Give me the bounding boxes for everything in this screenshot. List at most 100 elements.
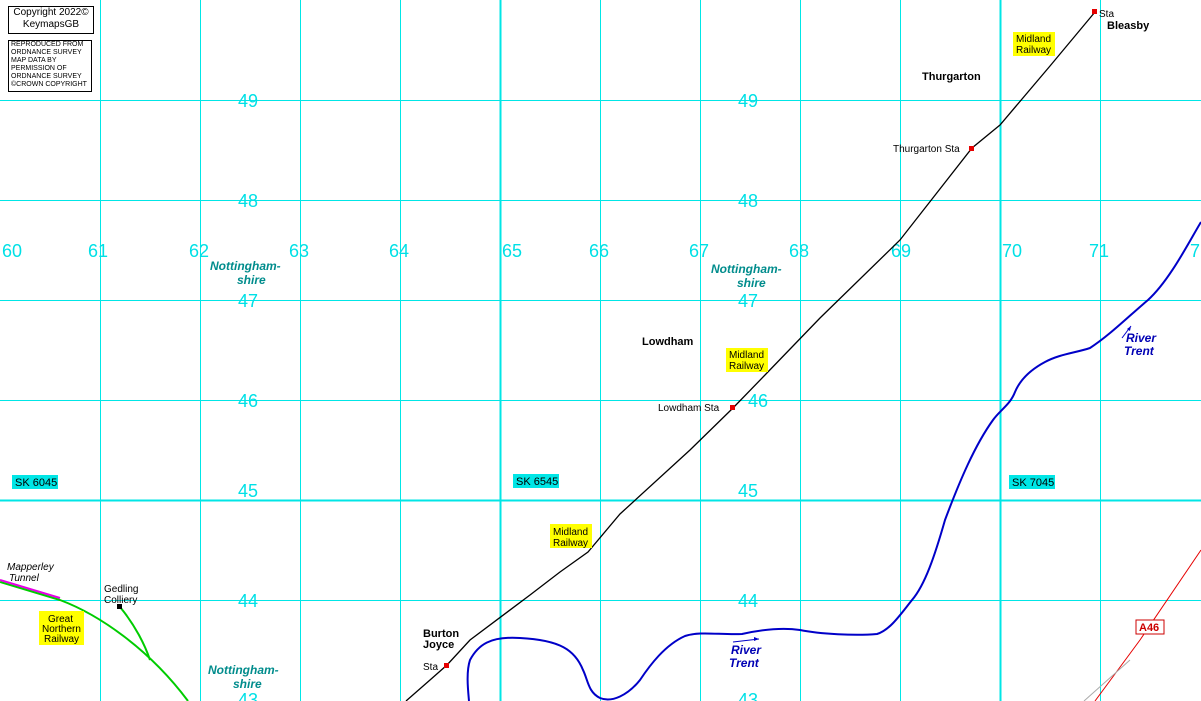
svg-text:SK 7045: SK 7045	[1012, 477, 1054, 489]
square-label-sk7045: SK 7045	[1009, 475, 1055, 489]
northing-44-east: 44	[738, 591, 758, 611]
svg-text:Midland: Midland	[553, 527, 588, 538]
ordnance-survey-permission-notice: REPRODUCED FROM ORDNANCE SURVEY MAP DATA…	[8, 40, 92, 92]
northing-46-west: 46	[238, 391, 258, 411]
river-trent-label-2: River Trent	[729, 637, 762, 670]
svg-text:SK 6045: SK 6045	[15, 477, 57, 489]
svg-text:Midland: Midland	[1016, 34, 1051, 45]
svg-text:Trent: Trent	[729, 656, 760, 670]
square-label-sk6045: SK 6045	[12, 475, 58, 489]
northing-43-west: 43	[238, 690, 258, 701]
svg-text:River: River	[1126, 331, 1157, 345]
svg-text:Nottingham-: Nottingham-	[711, 262, 782, 276]
northing-48-east: 48	[738, 191, 758, 211]
easting-68: 68	[789, 241, 809, 261]
permission-line-2: ORDNANCE SURVEY	[11, 49, 82, 56]
copyright-line-2: KeymapsGB	[22, 19, 80, 30]
svg-text:Railway: Railway	[553, 538, 588, 549]
mapperley-tunnel-label: Mapperley Tunnel	[7, 562, 55, 584]
svg-text:Nottingham-: Nottingham-	[208, 663, 279, 677]
svg-text:Northern: Northern	[42, 624, 81, 635]
permission-line-6: ©CROWN COPYRIGHT	[11, 81, 87, 88]
svg-text:Trent: Trent	[1124, 344, 1155, 358]
svg-text:River: River	[731, 643, 762, 657]
midland-railway-label-1: Midland Railway	[1013, 32, 1055, 56]
station-marker-bleasby[interactable]	[1092, 9, 1097, 14]
svg-text:Railway: Railway	[729, 361, 764, 372]
place-thurgarton[interactable]: Thurgarton	[922, 71, 981, 83]
northing-46-east: 46	[748, 391, 768, 411]
northing-43-east: 43	[738, 690, 758, 701]
svg-text:shire: shire	[237, 273, 266, 287]
midland-railway-line[interactable]	[405, 11, 1096, 701]
svg-text:Mapperley: Mapperley	[7, 562, 55, 573]
station-label-burton-joyce[interactable]: Sta	[423, 662, 438, 673]
easting-labels: 60 61 62 63 64 65 66 67 68 69 70 71 7	[2, 241, 1200, 261]
river-trent-label-1: River Trent	[1121, 325, 1157, 358]
road-a46[interactable]	[1083, 549, 1201, 701]
northing-49-west: 49	[238, 91, 258, 111]
easting-66: 66	[589, 241, 609, 261]
easting-64: 64	[389, 241, 409, 261]
svg-text:Gedling: Gedling	[104, 584, 138, 595]
station-label-thurgarton[interactable]: Thurgarton Sta	[893, 144, 960, 155]
easting-71: 71	[1089, 241, 1109, 261]
northing-45-west: 45	[238, 481, 258, 501]
permission-line-1: REPRODUCED FROM	[11, 41, 84, 48]
svg-text:shire: shire	[233, 677, 262, 691]
gedling-colliery-label: Gedling Colliery	[104, 584, 138, 606]
northing-47-east: 47	[738, 291, 758, 311]
svg-text:Joyce: Joyce	[423, 639, 454, 651]
svg-text:Nottingham-: Nottingham-	[210, 259, 281, 273]
county-label-nottinghamshire-3: Nottingham- shire	[208, 663, 279, 691]
easting-65: 65	[502, 241, 522, 261]
midland-railway-label-3: Midland Railway	[550, 524, 592, 549]
northing-49-east: 49	[738, 91, 758, 111]
svg-text:Great: Great	[48, 614, 73, 625]
station-label-bleasby[interactable]: Sta	[1099, 9, 1114, 20]
river-trent[interactable]	[466, 221, 1201, 701]
station-label-lowdham[interactable]: Lowdham Sta	[658, 403, 720, 414]
northing-47-west: 47	[238, 291, 258, 311]
county-label-nottinghamshire-2: Nottingham- shire	[711, 262, 782, 290]
easting-72: 7	[1190, 241, 1200, 261]
easting-70: 70	[1002, 241, 1022, 261]
svg-text:Railway: Railway	[1016, 45, 1051, 56]
northing-48-west: 48	[238, 191, 258, 211]
svg-text:Colliery: Colliery	[104, 595, 137, 606]
easting-62: 62	[189, 241, 209, 261]
easting-67: 67	[689, 241, 709, 261]
permission-line-5: ORDNANCE SURVEY	[11, 73, 82, 80]
midland-railway-label-2: Midland Railway	[726, 348, 768, 372]
northing-labels: 49 49 48 48 47 47 46 46 45 45 44 44 43 4…	[238, 91, 768, 701]
place-bleasby[interactable]: Bleasby	[1107, 20, 1150, 32]
colliery-marker-gedling[interactable]	[117, 604, 122, 609]
station-marker-lowdham[interactable]	[730, 405, 735, 410]
easting-69: 69	[891, 241, 911, 261]
easting-61: 61	[88, 241, 108, 261]
road-shield-a46[interactable]: A46	[1135, 619, 1165, 635]
easting-60: 60	[2, 241, 22, 261]
northing-45-east: 45	[738, 481, 758, 501]
square-label-sk6545: SK 6545	[513, 474, 559, 488]
northing-44-west: 44	[238, 591, 258, 611]
svg-text:Midland: Midland	[729, 350, 764, 361]
svg-text:Burton: Burton	[423, 628, 459, 640]
permission-line-4: PERMISSION OF	[11, 65, 67, 72]
place-lowdham[interactable]: Lowdham	[642, 336, 694, 348]
easting-63: 63	[289, 241, 309, 261]
place-burton-joyce[interactable]: Burton Joyce	[423, 628, 459, 651]
svg-text:Tunnel: Tunnel	[9, 573, 40, 584]
county-label-nottinghamshire-1: Nottingham- shire	[210, 259, 281, 287]
station-marker-burton-joyce[interactable]	[444, 663, 449, 668]
station-marker-thurgarton[interactable]	[969, 146, 974, 151]
svg-text:shire: shire	[737, 276, 766, 290]
copyright-notice: Copyright 2022© KeymapsGB	[8, 6, 94, 34]
permission-line-3: MAP DATA BY	[11, 57, 57, 64]
great-northern-railway-line[interactable]	[0, 579, 189, 701]
svg-text:SK 6545: SK 6545	[516, 476, 558, 488]
copyright-line-1: Copyright 2022©	[13, 7, 89, 18]
svg-text:A46: A46	[1139, 622, 1159, 634]
